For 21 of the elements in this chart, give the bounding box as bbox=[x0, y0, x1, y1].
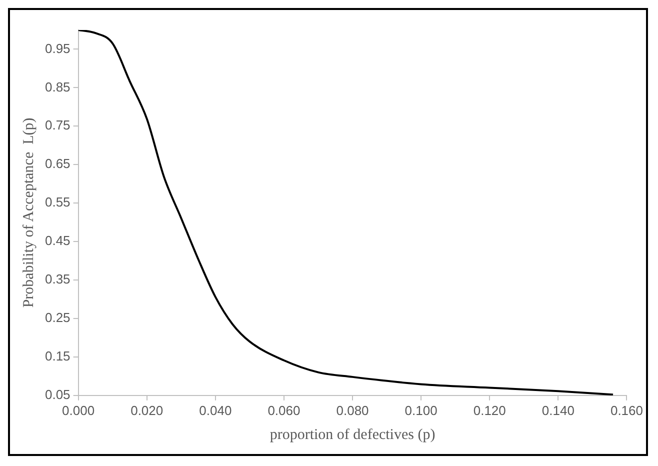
y-tick-label: 0.95 bbox=[44, 40, 70, 56]
y-tick-label: 0.35 bbox=[44, 272, 70, 287]
x-tick-label: 0.160 bbox=[610, 402, 644, 418]
y-axis-title: Probability of Acceptance L(p) bbox=[20, 118, 37, 308]
y-tick-label: 0.45 bbox=[44, 233, 70, 248]
y-tick-label: 0.25 bbox=[44, 310, 70, 326]
x-tick-label: 0.120 bbox=[473, 402, 506, 418]
y-tick-label: 0.05 bbox=[44, 386, 70, 402]
x-tick-label: 0.100 bbox=[404, 402, 438, 418]
x-tick-label: 0.080 bbox=[336, 402, 369, 418]
x-tick-label: 0.140 bbox=[542, 402, 574, 418]
y-tick-label: 0.65 bbox=[44, 156, 70, 172]
x-axis-title: proportion of defectives (p) bbox=[270, 426, 436, 443]
y-tick-label: 0.75 bbox=[44, 118, 70, 133]
y-tick-label: 0.15 bbox=[44, 348, 70, 364]
x-tick-label: 0.060 bbox=[268, 402, 300, 418]
x-tick-label: 0.020 bbox=[130, 402, 164, 418]
y-tick-label: 0.85 bbox=[44, 79, 70, 94]
x-tick-label: 0.000 bbox=[62, 402, 95, 418]
y-tick-label: 0.55 bbox=[44, 194, 70, 210]
x-tick-label: 0.040 bbox=[199, 402, 232, 418]
